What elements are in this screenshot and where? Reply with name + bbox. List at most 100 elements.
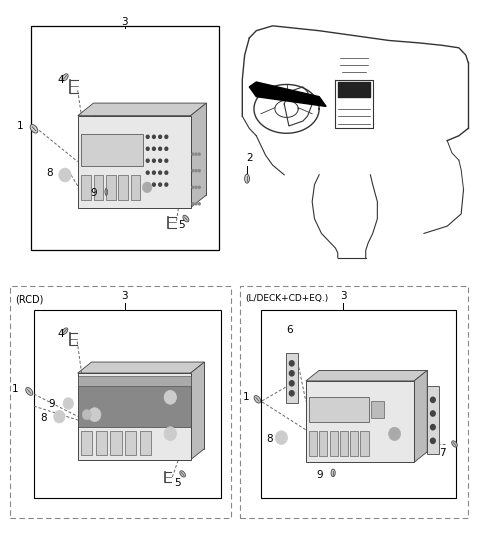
Bar	[106, 175, 116, 200]
Bar	[119, 175, 128, 200]
Circle shape	[165, 183, 168, 186]
Polygon shape	[319, 370, 427, 452]
Circle shape	[195, 186, 197, 188]
Circle shape	[159, 171, 162, 174]
Ellipse shape	[62, 74, 68, 81]
Ellipse shape	[105, 188, 109, 196]
Circle shape	[289, 361, 294, 366]
Ellipse shape	[180, 471, 185, 477]
Polygon shape	[94, 103, 206, 195]
Circle shape	[164, 390, 177, 404]
Bar	[371, 401, 384, 418]
Circle shape	[146, 135, 149, 138]
Bar	[240, 286, 468, 518]
Text: 3: 3	[121, 292, 128, 301]
Circle shape	[159, 147, 162, 150]
Polygon shape	[78, 362, 204, 373]
Text: 8: 8	[46, 168, 53, 178]
Text: 8: 8	[266, 434, 273, 444]
Bar	[78, 376, 191, 427]
Bar	[78, 116, 191, 207]
Circle shape	[63, 398, 73, 410]
Bar	[96, 431, 107, 456]
Circle shape	[146, 171, 149, 174]
Circle shape	[195, 153, 197, 155]
Text: 3: 3	[340, 292, 347, 301]
Circle shape	[289, 371, 294, 376]
Circle shape	[431, 411, 435, 416]
Bar	[330, 431, 338, 456]
Text: 1: 1	[16, 121, 23, 131]
Ellipse shape	[245, 174, 250, 183]
Bar	[350, 431, 359, 456]
Text: 8: 8	[40, 413, 47, 423]
Circle shape	[431, 425, 435, 430]
Circle shape	[153, 171, 156, 174]
Polygon shape	[78, 103, 206, 116]
Bar	[34, 310, 221, 498]
Circle shape	[146, 159, 149, 162]
Polygon shape	[306, 370, 427, 381]
Circle shape	[165, 171, 168, 174]
Circle shape	[289, 391, 294, 396]
Polygon shape	[92, 362, 204, 449]
Circle shape	[198, 153, 200, 155]
Text: 1: 1	[12, 384, 18, 394]
Text: 4: 4	[58, 329, 65, 339]
Bar	[31, 26, 219, 250]
Circle shape	[195, 203, 197, 205]
Circle shape	[198, 170, 200, 172]
Bar	[427, 386, 439, 455]
Ellipse shape	[452, 441, 457, 447]
Circle shape	[153, 135, 156, 138]
Circle shape	[159, 183, 162, 186]
Circle shape	[82, 410, 91, 420]
Circle shape	[389, 427, 400, 441]
Circle shape	[153, 183, 156, 186]
Text: 3: 3	[121, 17, 128, 27]
Circle shape	[275, 431, 288, 444]
Text: 9: 9	[91, 189, 97, 198]
Circle shape	[88, 408, 101, 422]
Circle shape	[143, 182, 152, 192]
Ellipse shape	[183, 215, 189, 222]
Text: 5: 5	[175, 478, 181, 488]
Bar	[78, 373, 191, 460]
Circle shape	[192, 170, 194, 172]
Bar	[286, 353, 298, 403]
Polygon shape	[414, 370, 427, 463]
Bar	[319, 431, 327, 456]
Bar	[309, 431, 317, 456]
Circle shape	[289, 381, 294, 386]
Text: 9: 9	[48, 399, 55, 408]
Ellipse shape	[331, 469, 335, 477]
Circle shape	[195, 170, 197, 172]
Circle shape	[146, 183, 149, 186]
Circle shape	[165, 135, 168, 138]
Text: 6: 6	[286, 325, 293, 335]
Circle shape	[192, 186, 194, 188]
Text: 9: 9	[317, 471, 324, 480]
Circle shape	[165, 159, 168, 162]
Circle shape	[198, 203, 200, 205]
Text: 1: 1	[242, 392, 249, 401]
Polygon shape	[191, 362, 204, 460]
Circle shape	[164, 427, 177, 441]
Ellipse shape	[62, 328, 68, 334]
Circle shape	[54, 411, 65, 423]
Bar	[340, 431, 348, 456]
Circle shape	[165, 147, 168, 150]
Bar	[81, 134, 143, 166]
Bar	[306, 381, 414, 463]
Bar	[261, 310, 456, 498]
Text: (RCD): (RCD)	[15, 294, 44, 304]
Text: 4: 4	[58, 75, 65, 85]
Ellipse shape	[26, 388, 33, 396]
Circle shape	[59, 168, 71, 182]
Circle shape	[198, 186, 200, 188]
Bar	[94, 175, 103, 200]
Ellipse shape	[30, 124, 38, 133]
Circle shape	[431, 397, 435, 403]
Circle shape	[153, 159, 156, 162]
Text: 2: 2	[246, 153, 253, 163]
